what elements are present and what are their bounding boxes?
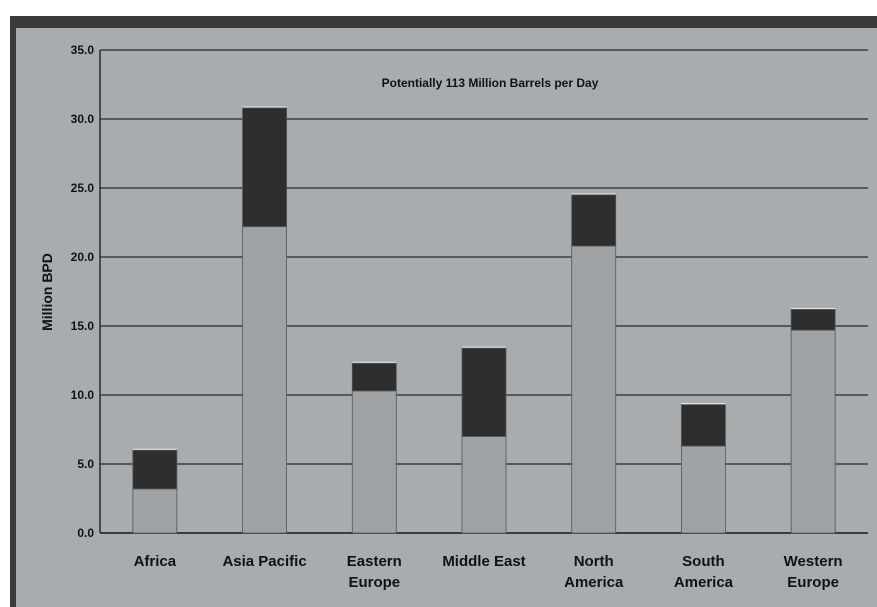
bar-segment: [242, 107, 287, 228]
y-tick-label: 30.0: [71, 112, 95, 126]
x-category-label: Asia Pacific: [222, 553, 306, 570]
y-tick-label: 0.0: [77, 526, 94, 540]
y-axis-label: Million BPD: [39, 253, 55, 331]
x-category-label: Western: [784, 553, 843, 570]
y-tick-label: 35.0: [71, 43, 95, 57]
x-category-label: Eastern: [347, 553, 402, 570]
y-tick-label: 10.0: [71, 388, 95, 402]
bar-segment: [571, 194, 617, 247]
bar-segment: [351, 362, 397, 392]
y-tick-label: 25.0: [71, 181, 95, 195]
bar-segment: [790, 309, 836, 331]
x-category-label: Europe: [787, 574, 839, 591]
bar-segment: [681, 445, 726, 534]
bar-segment: [681, 404, 726, 447]
bar-segment: [790, 329, 836, 534]
x-category-label: America: [674, 574, 734, 591]
bar-segment: [461, 435, 507, 534]
bar-segment: [351, 390, 397, 534]
x-category-label: South: [682, 553, 725, 570]
x-category-label: Europe: [348, 574, 400, 591]
bar-segment: [132, 488, 178, 534]
x-category-label: Africa: [134, 553, 177, 570]
bar-segment: [461, 347, 507, 437]
y-tick-label: 20.0: [71, 250, 95, 264]
x-category-label: America: [564, 574, 624, 591]
chart-title: Potentially 113 Million Barrels per Day: [382, 76, 599, 90]
bar-segment: [242, 226, 287, 534]
x-category-label: North: [574, 553, 614, 570]
bar-segment: [132, 449, 178, 490]
y-tick-label: 15.0: [71, 319, 95, 333]
y-tick-label: 5.0: [77, 457, 94, 471]
x-category-label: Middle East: [442, 553, 525, 570]
bar-segment: [571, 245, 617, 534]
